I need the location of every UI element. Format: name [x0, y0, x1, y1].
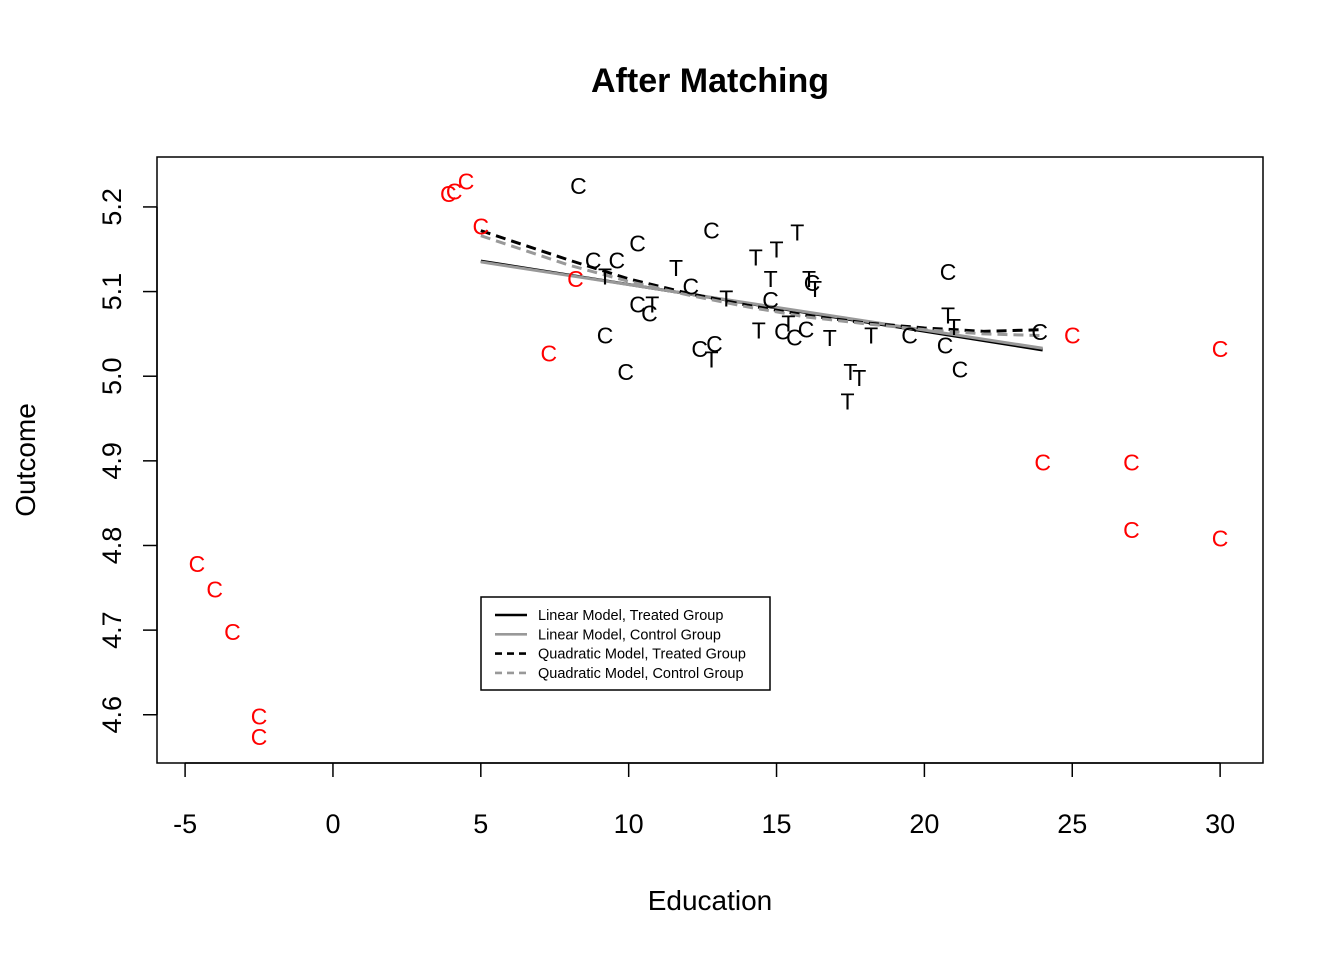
unmatched-control-point: C: [1123, 517, 1140, 543]
unmatched-control-point: C: [567, 266, 584, 292]
treated-point: T: [947, 314, 961, 340]
matched-control-point: C: [629, 230, 646, 256]
matched-control-point: C: [691, 336, 708, 362]
treated-point: T: [781, 311, 795, 337]
treated-point: T: [790, 219, 804, 245]
treated-point: T: [752, 318, 766, 344]
matched-control-point: C: [706, 331, 723, 357]
unmatched-control-point: C: [189, 551, 206, 577]
treated-point: T: [823, 325, 837, 351]
y-tick-label: 5.2: [97, 188, 127, 226]
matched-control-point: C: [952, 356, 969, 382]
x-tick-label: 5: [473, 809, 488, 839]
legend-box: [480, 596, 771, 691]
treated-point: T: [808, 276, 822, 302]
y-tick-label: 5.1: [97, 273, 127, 311]
legend-label: Linear Model, Treated Group: [538, 608, 723, 624]
unmatched-control-point: C: [251, 703, 268, 729]
matched-control-point: C: [703, 218, 720, 244]
matched-control-point: C: [774, 318, 791, 344]
treated-point: T: [770, 236, 784, 262]
unmatched-control-point: C: [1034, 450, 1051, 476]
legend-label: Linear Model, Control Group: [538, 627, 721, 643]
matched-control-point: C: [804, 270, 821, 296]
treated-point: T: [941, 302, 955, 328]
y-axis: 4.6 4.7 4.8 4.9 5.0 5.1 5.2: [97, 188, 158, 734]
x-tick-label: 15: [762, 809, 792, 839]
x-tick-label: 20: [909, 809, 939, 839]
matched-control-point: C: [609, 247, 626, 273]
legend-label: Quadratic Model, Control Group: [538, 666, 744, 682]
model-line-4: [480, 234, 1043, 338]
matched-control-point: C: [682, 273, 699, 299]
x-tick-label: 30: [1205, 809, 1235, 839]
matched-control-point: C: [597, 323, 614, 349]
matched-control-point: C: [901, 323, 918, 349]
unmatched-control-point: C: [224, 619, 241, 645]
x-axis: -5 0 5 10 15 20 25 30: [173, 762, 1235, 839]
matched-control-point: C: [585, 247, 602, 273]
unmatched-control-point: C: [1212, 526, 1229, 552]
matched-control-point: C: [570, 173, 587, 199]
matched-control-point: C: [940, 259, 957, 285]
model-lines: [480, 229, 1043, 352]
y-tick-label: 4.9: [97, 442, 127, 480]
model-line-3: [480, 229, 1043, 333]
matched-control-point: C: [786, 324, 803, 350]
x-tick-label: -5: [173, 809, 197, 839]
y-tick-label: 4.7: [97, 611, 127, 649]
y-axis-label: Outcome: [10, 403, 41, 517]
y-tick-label: 4.8: [97, 527, 127, 565]
x-tick-label: 10: [614, 809, 644, 839]
unmatched-control-point: C: [1212, 336, 1229, 362]
unmatched-control-point: C: [1064, 323, 1081, 349]
matched-control-point: C: [762, 287, 779, 313]
matched-control-point: C: [798, 317, 815, 343]
treated-point: T: [598, 263, 612, 289]
treated-point: T: [719, 285, 733, 311]
matched-control-point: C: [641, 301, 658, 327]
unmatched-control-point: C: [206, 576, 223, 602]
treated-point: T: [802, 266, 816, 292]
treated-point: T: [864, 323, 878, 349]
unmatched-control-point: C: [251, 724, 268, 750]
chart-title: After Matching: [591, 62, 829, 100]
y-tick-label: 5.0: [97, 357, 127, 395]
y-tick-label: 4.6: [97, 696, 127, 734]
unmatched-control-point: C: [458, 169, 475, 195]
unmatched-control-point: C: [446, 179, 463, 205]
treated-point: T: [704, 346, 718, 372]
x-tick-label: 0: [325, 809, 340, 839]
treated-point: T: [645, 291, 659, 317]
unmatched-control-point: C: [440, 181, 457, 207]
matched-control-point: C: [629, 291, 646, 317]
treated-point: T: [669, 255, 683, 281]
treated-point: T: [840, 389, 854, 415]
x-axis-label: Education: [648, 885, 773, 916]
legend-label: Quadratic Model, Treated Group: [538, 647, 746, 663]
unmatched-control-point: C: [541, 340, 558, 366]
legend: Linear Model, Treated Group Linear Model,…: [480, 596, 771, 691]
x-tick-label: 25: [1057, 809, 1087, 839]
matched-control-point: C: [937, 333, 954, 359]
matched-control-point: C: [1031, 319, 1048, 345]
unmatched-control-point: C: [1123, 450, 1140, 476]
treated-point: T: [852, 365, 866, 391]
treated-point: T: [764, 266, 778, 292]
model-line-2: [480, 260, 1043, 350]
unmatched-control-point: C: [473, 213, 490, 239]
treated-point: T: [749, 245, 763, 271]
treated-point: T: [843, 359, 857, 385]
matched-control-point: C: [617, 359, 634, 385]
